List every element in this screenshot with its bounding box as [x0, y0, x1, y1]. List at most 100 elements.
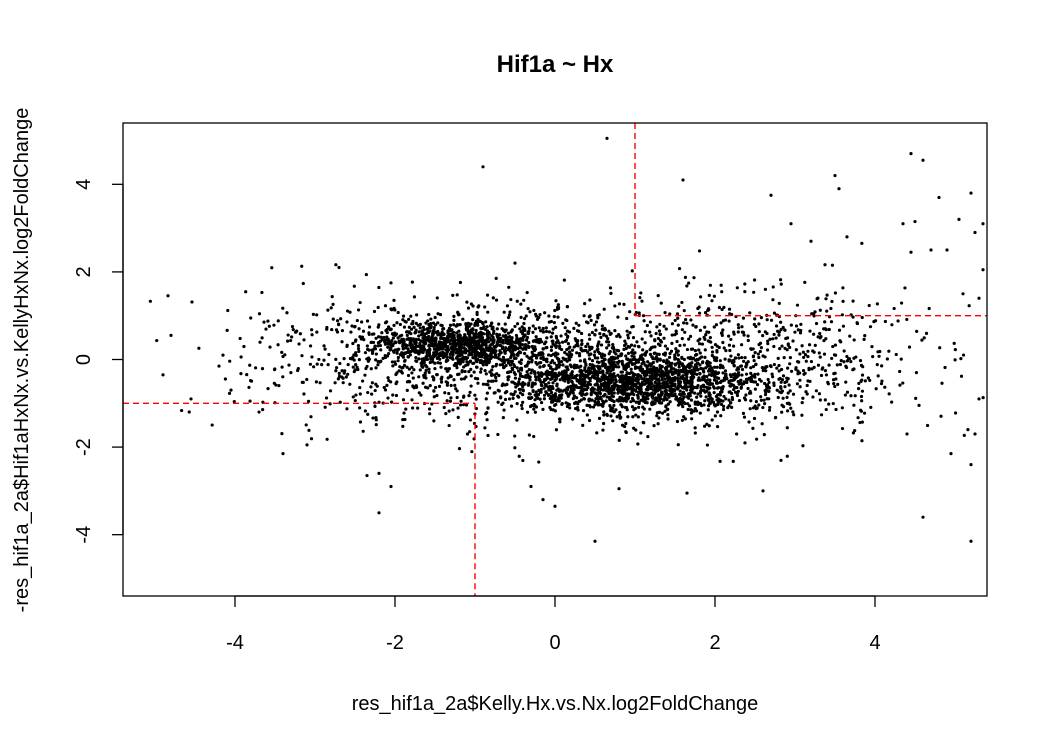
data-point	[717, 376, 721, 380]
data-point	[819, 373, 824, 378]
data-point	[401, 314, 406, 318]
data-point	[417, 391, 421, 395]
data-point	[595, 348, 599, 352]
data-point	[439, 333, 443, 338]
data-point	[631, 398, 636, 403]
data-point	[429, 336, 433, 341]
data-point	[326, 363, 330, 367]
data-point	[421, 325, 425, 329]
data-point	[365, 319, 370, 323]
data-point	[832, 353, 837, 357]
data-point	[385, 383, 389, 387]
data-point	[608, 357, 612, 361]
data-point	[466, 306, 471, 310]
data-point	[541, 364, 546, 368]
data-point	[727, 358, 731, 362]
data-point	[363, 373, 367, 377]
data-point	[539, 329, 543, 333]
data-point	[715, 365, 719, 369]
data-point	[732, 332, 736, 336]
data-point	[633, 344, 637, 348]
data-point	[490, 327, 494, 331]
data-point	[500, 402, 504, 407]
data-point	[700, 384, 704, 388]
data-point	[779, 458, 783, 462]
data-point	[707, 399, 711, 403]
data-point	[844, 365, 849, 370]
data-point	[309, 437, 314, 441]
data-point	[506, 358, 510, 362]
data-point	[741, 411, 746, 416]
data-point	[440, 375, 444, 379]
data-point	[431, 375, 435, 379]
data-point	[238, 336, 242, 341]
data-point	[566, 367, 570, 372]
data-point	[766, 339, 770, 343]
data-point	[541, 347, 545, 351]
data-point	[528, 310, 532, 314]
data-point	[712, 325, 716, 329]
data-point	[526, 330, 530, 335]
data-point	[334, 357, 338, 361]
data-point	[572, 387, 576, 391]
data-point	[836, 382, 840, 386]
data-point	[420, 362, 424, 367]
data-point	[833, 343, 838, 347]
data-point	[358, 300, 362, 305]
data-point	[540, 340, 544, 344]
data-point	[588, 346, 593, 350]
data-point	[543, 311, 547, 315]
data-point	[562, 278, 566, 282]
data-point	[491, 296, 495, 300]
data-point	[391, 342, 395, 346]
data-point	[737, 382, 741, 386]
data-point	[767, 380, 771, 385]
data-point	[370, 351, 375, 355]
data-point	[743, 290, 747, 294]
data-point	[397, 340, 401, 344]
data-point	[541, 380, 546, 384]
data-point	[830, 299, 834, 304]
data-point	[574, 400, 578, 404]
data-point	[544, 329, 549, 334]
data-point	[410, 347, 415, 351]
data-point	[693, 406, 697, 411]
data-point	[448, 352, 452, 356]
data-point	[764, 365, 768, 369]
data-point	[754, 407, 758, 411]
data-point	[473, 376, 477, 380]
data-point	[486, 433, 490, 438]
data-point	[352, 284, 356, 288]
data-point	[523, 343, 528, 347]
data-point	[899, 357, 903, 361]
data-point	[401, 355, 405, 359]
data-point	[425, 354, 429, 358]
data-point	[490, 338, 495, 343]
data-point	[666, 393, 670, 397]
data-point	[611, 378, 615, 382]
data-point	[858, 359, 863, 363]
data-point	[536, 393, 540, 397]
data-point	[308, 362, 312, 366]
data-point	[247, 385, 251, 390]
data-point	[691, 371, 696, 375]
data-point	[492, 348, 496, 352]
data-point	[352, 370, 356, 374]
data-point	[447, 391, 451, 396]
data-point	[747, 420, 751, 424]
data-point	[387, 378, 391, 383]
data-point	[981, 268, 985, 272]
data-point	[599, 335, 603, 339]
data-point	[914, 396, 918, 400]
data-point	[749, 399, 753, 403]
data-point	[502, 365, 506, 369]
data-point	[589, 318, 593, 322]
data-point	[698, 356, 702, 360]
data-point	[528, 375, 532, 379]
data-point	[376, 325, 380, 329]
data-point	[977, 296, 981, 300]
data-point	[260, 367, 265, 371]
data-point	[785, 395, 789, 399]
data-point	[534, 356, 539, 360]
data-point	[407, 325, 411, 329]
